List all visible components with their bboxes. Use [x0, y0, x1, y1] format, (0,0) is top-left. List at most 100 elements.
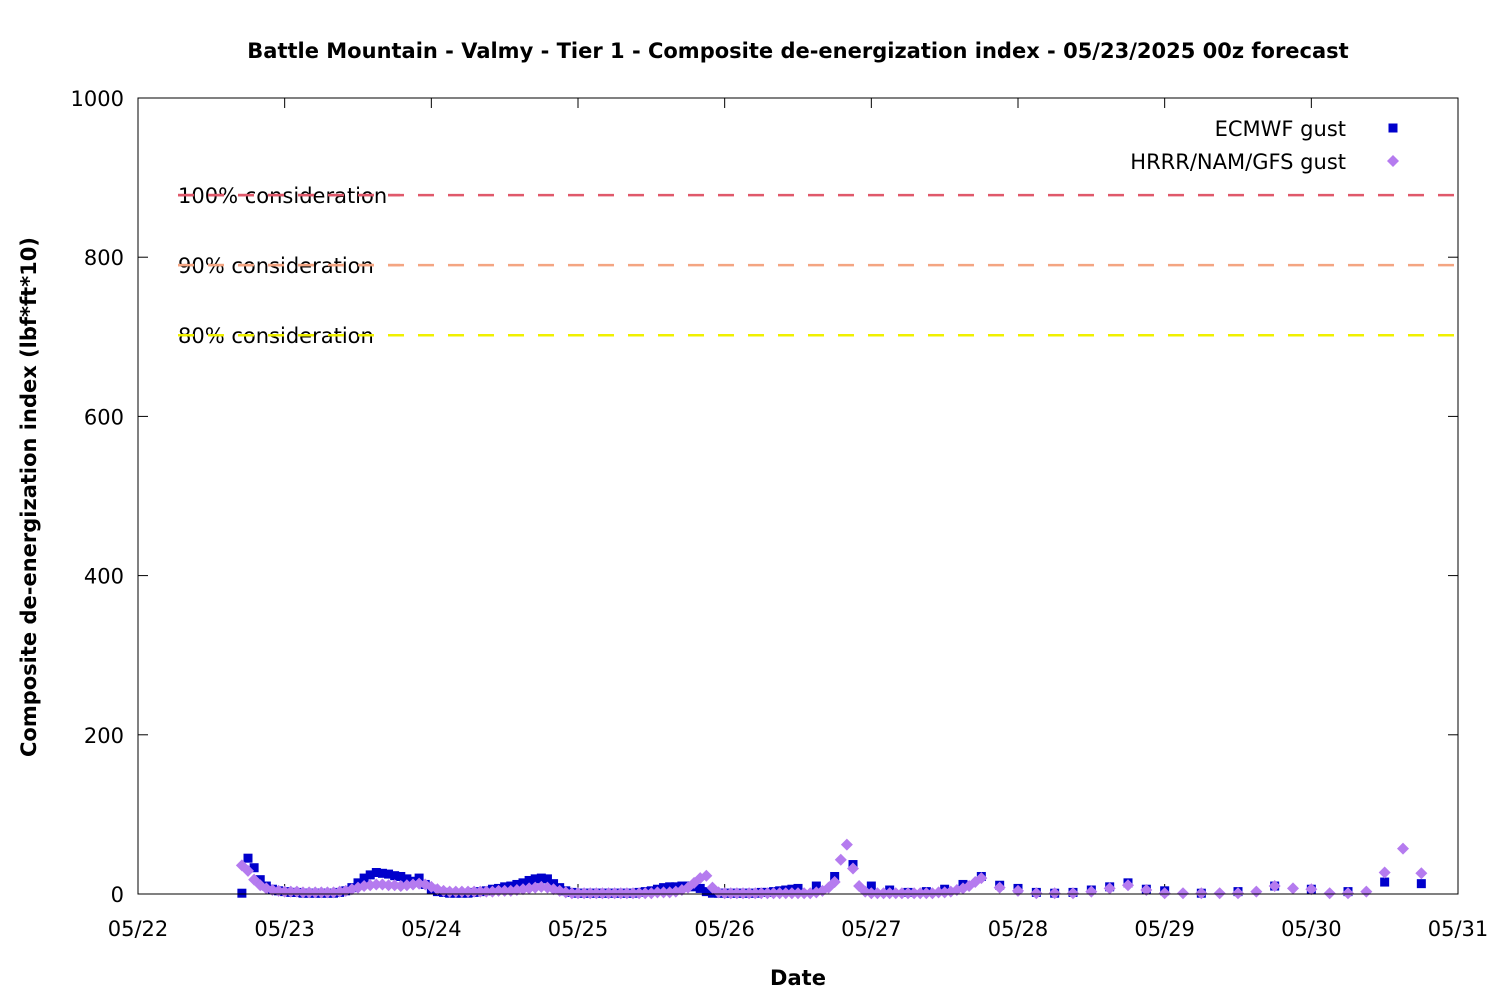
y-tick-label: 400 — [84, 565, 124, 589]
hrrr-gust-point — [730, 887, 743, 900]
hrrr-gust-point — [1268, 880, 1281, 893]
hrrr-gust-point — [1397, 842, 1409, 855]
hrrr-gust-point — [382, 879, 395, 892]
hrrr-gust-point — [877, 887, 890, 900]
hrrr-gust-point — [633, 887, 646, 900]
hrrr-gust-point — [871, 887, 884, 900]
plot-frame — [137, 97, 1459, 895]
hrrr-gust-point — [993, 881, 1006, 894]
ecmwf-gust-point — [695, 883, 705, 893]
ecmwf-gust-point — [542, 874, 552, 884]
x-tick-label: 05/27 — [841, 917, 902, 941]
hrrr-gust-point — [584, 887, 597, 900]
ecmwf-gust-point — [866, 881, 876, 891]
hrrr-gust-point — [321, 886, 334, 899]
y-axis-ticks: 0 200 400 600 800 1000 — [71, 87, 1458, 907]
ecmwf-gust-point — [384, 869, 394, 879]
hrrr-gust-point — [578, 887, 591, 900]
legend-label-ecmwf: ECMWF gust — [1215, 117, 1346, 141]
hrrr-gust-point — [449, 885, 462, 898]
hrrr-gust-point — [792, 887, 804, 900]
x-tick-label: 05/31 — [1428, 917, 1489, 941]
ecmwf-gust-point — [365, 870, 375, 880]
hrrr-gust-point — [1323, 887, 1336, 900]
ecmwf-gust-point — [518, 878, 528, 888]
hrrr-gust-point — [932, 886, 945, 899]
hrrr-gust-point — [297, 886, 309, 899]
x-axis-ticks: 05/22 05/23 05/24 05/25 05/26 05/27 05/28 05/29… — [108, 98, 1489, 941]
hrrr-gust-point — [889, 887, 902, 900]
hrrr-gust-point — [480, 885, 493, 898]
ecmwf-gust-point — [1380, 877, 1390, 887]
chart-title: Battle Mountain - Valmy - Tier 1 - Compo… — [247, 39, 1348, 63]
hrrr-gust-point — [883, 887, 896, 900]
ecmwf-gust-point — [390, 871, 400, 881]
hrrr-gust-point — [1305, 883, 1318, 896]
ecmwf-gust-point — [359, 873, 369, 883]
hrrr-gust-point — [785, 887, 798, 900]
hrrr-gust-point — [1067, 887, 1079, 900]
hrrr-gust-point — [614, 887, 627, 900]
hrrr-gust-point — [1250, 885, 1263, 898]
ecmwf-gust-point — [396, 871, 406, 881]
hrrr-gust-point — [315, 886, 328, 899]
hrrr-gust-point — [1213, 887, 1226, 900]
hrrr-gust-point — [895, 887, 908, 900]
x-tick-label: 05/23 — [254, 917, 315, 941]
legend-markers — [1387, 123, 1399, 167]
legend: ECMWF gust HRRR/NAM/GFS gust — [1130, 117, 1399, 174]
hrrr-gust-point — [749, 887, 762, 900]
y-tick-label: 1000 — [71, 87, 124, 111]
y-tick-label: 200 — [84, 724, 124, 748]
x-tick-label: 05/25 — [548, 917, 609, 941]
hrrr-gust-point — [1085, 885, 1098, 898]
hrrr-gust-point — [865, 887, 878, 900]
hrrr-gust-point — [1342, 887, 1354, 900]
hrrr-gust-point — [737, 887, 749, 900]
hrrr-gust-point — [620, 887, 633, 900]
hrrr-gust-point — [834, 853, 847, 866]
hrrr-gust-point — [474, 885, 487, 898]
hrrr-gust-point — [975, 872, 988, 885]
hrrr-gust-point — [303, 886, 316, 899]
ecmwf-gust-point — [701, 887, 711, 897]
hrrr-gust-point — [840, 838, 853, 851]
hrrr-gust-point — [767, 887, 780, 900]
hrrr-gust-point — [1103, 882, 1116, 895]
hrrr-gust-point — [284, 885, 297, 898]
hrrr-gust-point — [572, 887, 584, 900]
hrrr-gust-point — [902, 887, 914, 900]
hrrr-gust-point — [773, 887, 786, 900]
hrrr-gust-point — [651, 886, 664, 899]
hrrr-gust-point — [828, 876, 841, 889]
hrrr-gust-point — [657, 886, 670, 899]
ecmwf-gust-point — [237, 888, 247, 898]
ecmwf-gust-point — [371, 868, 381, 878]
hrrr-gust-point — [242, 864, 254, 877]
hrrr-gust-point — [639, 887, 652, 900]
hrrr-gust-point — [908, 887, 921, 900]
x-tick-label: 05/26 — [694, 917, 755, 941]
hrrr-gust-point — [627, 887, 639, 900]
hrrr-gust-point — [847, 862, 859, 875]
hrrr-gust-point — [370, 878, 383, 891]
hrrr-gust-point — [1360, 885, 1373, 898]
hrrr-gust-point — [761, 887, 774, 900]
ecmwf-gust-point — [524, 875, 534, 885]
hrrr-gust-point — [278, 885, 291, 898]
hrrr-gust-point — [462, 885, 474, 898]
y-axis-label: Composite de-energization index (lbf*ft*… — [17, 237, 41, 757]
x-tick-label: 05/30 — [1281, 917, 1342, 941]
x-tick-label: 05/28 — [988, 917, 1049, 941]
hrrr-gust-point — [700, 869, 713, 882]
x-tick-label: 05/22 — [108, 917, 169, 941]
y-tick-label: 0 — [111, 883, 124, 907]
ecmwf-gust-point — [377, 868, 387, 878]
hrrr-gust-point — [1415, 867, 1428, 880]
hrrr-gust-point — [743, 887, 756, 900]
ecmwf-gust-point — [249, 863, 259, 873]
hrrr-gust-point — [779, 887, 792, 900]
